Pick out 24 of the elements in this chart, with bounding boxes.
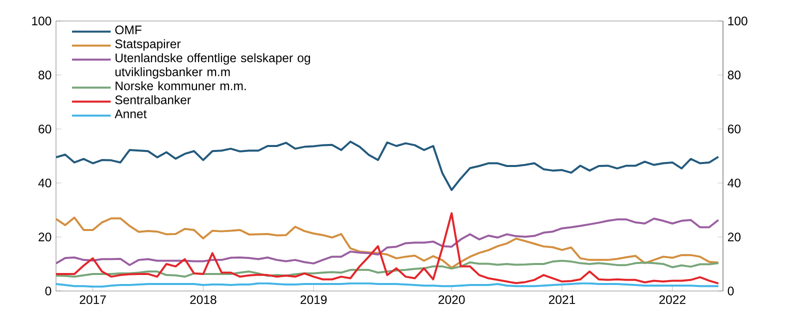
y-tick-label: 60 — [38, 124, 52, 134]
y-tick-label: 0 — [45, 286, 52, 296]
x-tick-label: 2018 — [190, 295, 216, 304]
x-tick-label: 2017 — [80, 295, 106, 304]
legend-label: Annet — [114, 110, 147, 118]
y2-tick-label: 20 — [728, 232, 741, 242]
y2-tick-label: 0 — [728, 286, 734, 296]
y-tick-label: 20 — [38, 232, 52, 242]
x-tick-label: 2020 — [438, 295, 465, 304]
x-tick-label: 2022 — [659, 295, 686, 304]
x-tick-label: 2021 — [548, 295, 576, 304]
y-tick-label: 40 — [38, 178, 52, 188]
y2-tick-label: 80 — [728, 70, 741, 80]
x-tick-label: 2019 — [300, 295, 327, 304]
y-tick-label: 100 — [32, 16, 52, 26]
y2-tick-label: 60 — [728, 124, 741, 134]
y2-tick-label: 40 — [728, 178, 741, 188]
legend-label: OMF — [115, 26, 142, 34]
y2-tick-label: 100 — [728, 16, 748, 26]
legend-label: Utenlandske offentlige selskaper og utviklingsbanker m.m — [115, 53, 310, 79]
legend-label: Norske kommuner m.m. — [116, 81, 246, 90]
legend-label: Sentralbanker — [115, 95, 191, 104]
legend-label: Statspapirer — [115, 39, 181, 51]
y-tick-label: 80 — [38, 70, 52, 80]
